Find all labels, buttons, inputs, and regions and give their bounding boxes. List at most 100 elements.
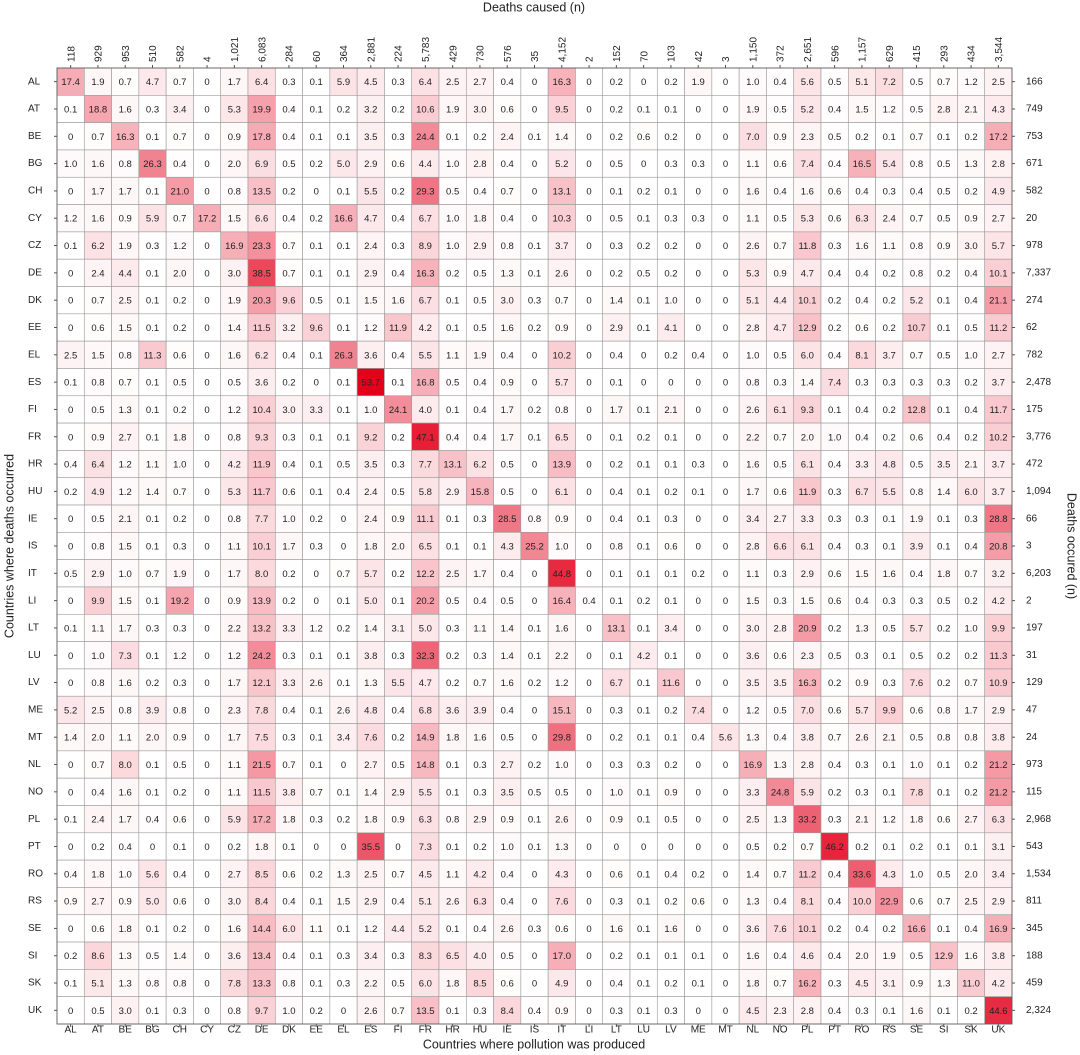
cell-label: 0.4 (282, 214, 295, 225)
cell-label: 0.5 (937, 869, 950, 880)
cell-label: 3.5 (501, 787, 514, 798)
cell-label: 10.1 (989, 268, 1008, 279)
cell-label: 0 (586, 432, 591, 443)
y-tick-label: RO (28, 868, 43, 879)
cell-label: 4.7 (773, 323, 786, 334)
cell-label: 0.5 (910, 77, 923, 88)
cell-label: 0.1 (637, 815, 650, 826)
cell-label: 8.5 (255, 869, 268, 880)
cell-label: 2.8 (992, 159, 1005, 170)
heatmap-cell (220, 613, 249, 642)
heatmap-cell (984, 286, 1013, 315)
cell-label: 0.4 (337, 487, 350, 498)
cell-label: 0.1 (310, 350, 323, 361)
cell-label: 17.0 (553, 951, 572, 962)
row-total: 459 (1026, 978, 1043, 989)
heatmap-cell (711, 395, 740, 424)
cell-label: 6.7 (610, 678, 623, 689)
cell-label: 0.9 (64, 897, 77, 908)
cell-label: 0.3 (855, 760, 868, 771)
cell-label: 0.9 (910, 979, 923, 990)
heatmap-cell (220, 368, 249, 397)
cell-label: 0.2 (828, 296, 841, 307)
cell-label: 0 (68, 405, 73, 416)
cell-label: 0 (532, 733, 537, 744)
heatmap-cell (302, 777, 331, 806)
cell-label: 0.3 (883, 378, 896, 389)
cell-label: 1.7 (228, 569, 241, 580)
cell-label: 13.1 (553, 186, 572, 197)
cell-label: 1.5 (746, 596, 759, 607)
heatmap-cell (793, 777, 822, 806)
heatmap-cell (684, 723, 713, 752)
heatmap-cell (684, 914, 713, 943)
row-total: 472 (1026, 459, 1043, 470)
cell-label: 0 (723, 951, 728, 962)
cell-label: 0.1 (310, 733, 323, 744)
heatmap-cell (356, 204, 385, 233)
cell-label: 0.8 (555, 405, 568, 416)
cell-label: 0.2 (664, 897, 677, 908)
column-total: 5,783 (421, 37, 432, 62)
cell-label: 0 (532, 214, 537, 225)
cell-label: 0.4 (855, 596, 868, 607)
heatmap-cell (384, 559, 413, 588)
heatmap-cell (656, 750, 685, 779)
heatmap-cell (384, 859, 413, 888)
heatmap-cell (138, 914, 167, 943)
heatmap-cell (438, 613, 467, 642)
heatmap-cell (329, 368, 358, 397)
heatmap-cell (711, 340, 740, 369)
cell-label: 0.7 (910, 350, 923, 361)
heatmap-cell (875, 668, 904, 697)
cell-label: 0 (696, 405, 701, 416)
heatmap-cell (602, 559, 631, 588)
heatmap-cell (793, 286, 822, 315)
heatmap-cell (138, 723, 167, 752)
heatmap-cell (766, 258, 795, 287)
cell-label: 9.3 (255, 432, 268, 443)
cell-label: 0.1 (337, 378, 350, 389)
cell-label: 2.4 (364, 514, 377, 525)
cell-label: 0.1 (310, 979, 323, 990)
heatmap-cell (793, 477, 822, 506)
cell-label: 0.2 (828, 623, 841, 634)
column-total: 103 (667, 45, 678, 62)
cell-label: 0.3 (473, 651, 486, 662)
cell-label: 2.0 (228, 159, 241, 170)
cell-label: 0 (586, 760, 591, 771)
cell-label: 0 (532, 186, 537, 197)
cell-label: 0.1 (146, 1006, 159, 1017)
cell-label: 0.1 (664, 951, 677, 962)
heatmap-cell (220, 122, 249, 151)
heatmap-cell (111, 586, 140, 615)
heatmap-cell (766, 750, 795, 779)
heatmap-cell (957, 286, 986, 315)
x-tick-label: AT (92, 1025, 104, 1036)
cell-label: 0.5 (937, 159, 950, 170)
heatmap-cell (766, 805, 795, 834)
cell-label: 0 (204, 460, 209, 471)
heatmap-cell (438, 805, 467, 834)
heatmap-cell (957, 914, 986, 943)
cell-label: 2.1 (964, 460, 977, 471)
cell-label: 0.2 (964, 432, 977, 443)
cell-label: 0.2 (528, 678, 541, 689)
x-tick-label: HR (445, 1025, 459, 1036)
column-total: 372 (776, 45, 787, 62)
row-total: 66 (1026, 513, 1038, 524)
y-tick-label: NO (28, 786, 43, 797)
x-tick-label: FI (394, 1025, 403, 1036)
cell-label: 0.6 (828, 186, 841, 197)
heatmap-cell (847, 149, 876, 178)
heatmap-cell (465, 695, 494, 724)
cell-label: 2.7 (501, 760, 514, 771)
heatmap-cell (766, 695, 795, 724)
cell-label: 4.8 (364, 705, 377, 716)
heatmap-cell (165, 914, 194, 943)
heatmap-cell (847, 286, 876, 315)
heatmap-cell (83, 149, 112, 178)
cell-label: 0.5 (446, 596, 459, 607)
cell-label: 1.8 (364, 815, 377, 826)
cell-label: 3.4 (364, 951, 377, 962)
